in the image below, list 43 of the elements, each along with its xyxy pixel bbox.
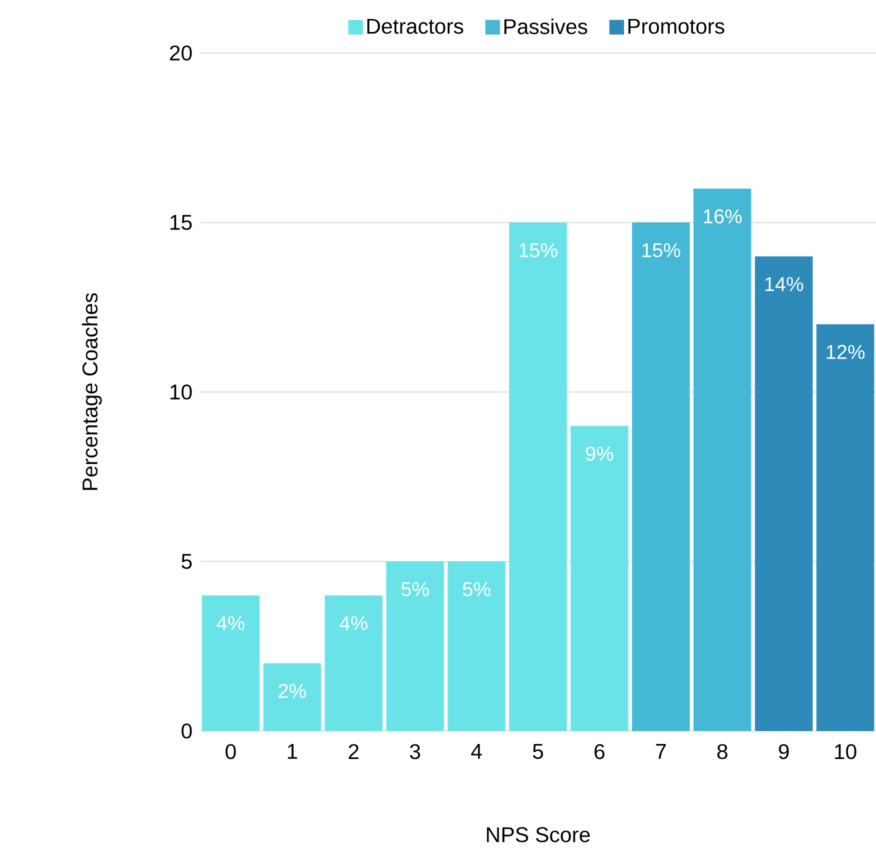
y-axis-title: Percentage Coaches [82, 293, 102, 490]
y-tick-label: 0 [182, 723, 192, 739]
data-label: 5% [462, 582, 490, 596]
bar [632, 222, 690, 731]
y-tick-label: 20 [170, 45, 192, 61]
x-tick-label: 2 [348, 744, 358, 759]
bar [202, 595, 260, 731]
x-tick-label: 4 [471, 744, 482, 759]
bar [386, 561, 444, 731]
x-tick-label: 9 [778, 744, 789, 760]
x-tick-label: 7 [656, 744, 666, 759]
x-tick-label: 0 [226, 744, 236, 760]
legend-label: Promotors [628, 18, 724, 34]
x-tick-label: 8 [717, 744, 728, 760]
data-label: 15% [520, 243, 558, 258]
y-tick-label: 10 [170, 384, 192, 400]
data-label: 15% [642, 243, 680, 258]
x-axis-title: NPS Score [486, 827, 590, 842]
data-label: 9% [586, 446, 614, 461]
data-label: 4% [340, 616, 368, 630]
bar [754, 256, 813, 731]
x-tick-label: 6 [594, 744, 604, 760]
legend-label: Detractors [367, 18, 464, 34]
x-tick-label: 3 [410, 744, 420, 760]
bar [324, 595, 383, 731]
data-label: 14% [765, 277, 804, 292]
bar [693, 188, 752, 731]
data-label: 16% [704, 209, 742, 224]
data-label: 5% [401, 582, 429, 596]
bar [509, 222, 567, 731]
data-label: 12% [826, 344, 865, 359]
bar [816, 324, 874, 731]
bar [570, 426, 628, 731]
y-tick-label: 5 [182, 554, 192, 569]
x-tick-label: 5 [532, 744, 544, 759]
bar [448, 561, 506, 731]
y-tick-label: 15 [170, 215, 192, 230]
bar [263, 663, 322, 731]
data-label: 4% [216, 616, 244, 630]
legend-label: Passives [504, 18, 588, 34]
x-tick-label: 10 [835, 744, 856, 760]
data-label: 2% [278, 684, 306, 698]
x-tick-label: 1 [288, 744, 298, 759]
